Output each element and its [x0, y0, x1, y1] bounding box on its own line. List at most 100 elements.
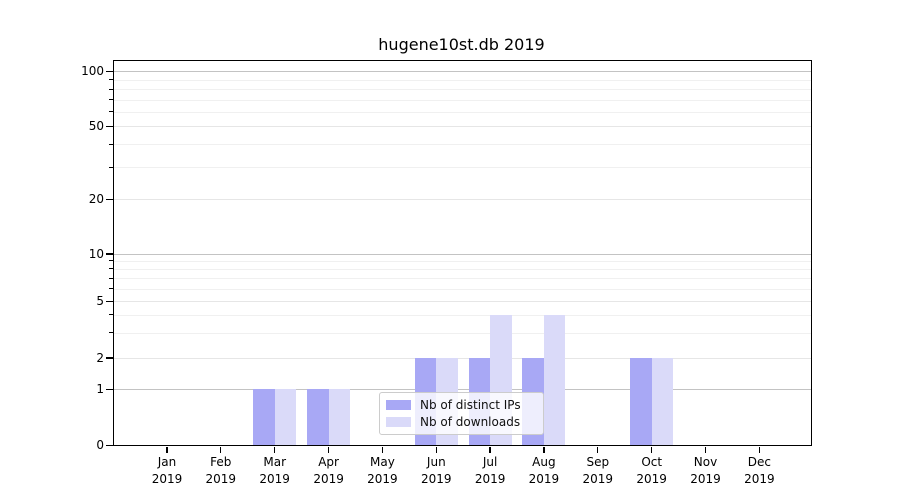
x-tick	[220, 446, 222, 453]
y-tick-label: 10	[88, 246, 104, 261]
x-tick-month: Sep	[586, 455, 610, 469]
y-minor-tick	[109, 277, 113, 279]
x-tick-label: Dec 2019	[731, 454, 787, 488]
x-tick-year: 2019	[259, 472, 290, 486]
x-tick-month: Nov	[693, 455, 718, 469]
gridline	[114, 126, 811, 128]
y-tick-label: 2	[96, 350, 104, 365]
y-tick-label: 1	[96, 382, 104, 397]
gridline	[114, 253, 811, 255]
x-tick	[381, 446, 384, 453]
x-tick	[435, 446, 437, 453]
x-tick	[758, 446, 760, 453]
legend-label: Nb of distinct IPs	[420, 398, 521, 412]
y-minor-tick	[109, 314, 113, 316]
x-tick-label: Mar 2019	[247, 454, 303, 488]
x-tick-year: 2019	[367, 472, 398, 486]
x-tick-month: Feb	[210, 455, 232, 469]
x-tick-month: Oct	[641, 455, 663, 469]
legend-row: Nb of downloads	[386, 415, 535, 429]
y-tick-label: 50	[88, 119, 104, 134]
x-tick-label: Nov 2019	[678, 454, 734, 488]
y-minor-tick	[109, 79, 113, 81]
y-tick-label: 5	[96, 294, 104, 308]
gridline	[114, 99, 811, 101]
y-tick-label: 100	[81, 64, 104, 79]
x-tick-year: 2019	[744, 472, 775, 486]
gridline	[114, 260, 811, 262]
plot-area: 0 1 2 5 10 20 50 100 Jan 2019 Feb 2019 Mar 2019 Apr 201…	[81, 60, 812, 486]
x-tick-month: Jan	[157, 455, 177, 469]
x-tick-label: Jun 2019	[408, 454, 464, 488]
y-tick	[106, 444, 113, 446]
y-minor-tick	[109, 143, 113, 145]
x-tick-month: Mar	[263, 455, 286, 469]
x-tick-month: Dec	[747, 455, 771, 469]
y-tick	[106, 125, 113, 128]
x-tick-year: 2019	[528, 472, 560, 486]
bar-distinct-ips	[253, 389, 275, 445]
bar-distinct-ips	[630, 357, 652, 445]
y-tick	[106, 70, 113, 73]
x-tick-year: 2019	[690, 472, 721, 486]
x-tick-label: Sep 2019	[570, 454, 626, 488]
y-tick-label: 0	[96, 438, 104, 452]
gridline	[114, 167, 811, 168]
gridline	[114, 268, 811, 270]
y-minor-tick	[109, 288, 113, 290]
x-tick-month: Aug	[532, 455, 556, 469]
x-tick-year: 2019	[474, 472, 506, 486]
x-tick-year: 2019	[151, 472, 183, 486]
x-tick-year: 2019	[421, 472, 452, 486]
x-tick-label: Apr 2019	[301, 454, 357, 488]
y-tick	[106, 357, 113, 359]
x-tick	[704, 446, 707, 453]
y-tick	[106, 300, 113, 302]
x-tick-year: 2019	[313, 472, 344, 486]
y-tick	[106, 388, 113, 391]
bar-downloads	[543, 314, 566, 445]
x-tick-year: 2019	[205, 472, 237, 486]
gridline	[114, 89, 811, 90]
gridline	[114, 314, 811, 316]
x-tick	[274, 446, 276, 453]
legend-swatch-distinct-ips	[386, 400, 411, 410]
x-tick	[597, 446, 599, 453]
gridline	[114, 301, 811, 302]
gridline	[114, 71, 811, 73]
bar-downloads	[651, 357, 674, 445]
x-tick	[543, 446, 545, 453]
gridline	[114, 389, 811, 391]
x-tick-month: May	[369, 455, 395, 469]
x-tick-label: Oct 2019	[624, 454, 680, 488]
legend-row: Nb of distinct IPs	[386, 398, 535, 412]
x-tick	[651, 446, 653, 453]
bar-distinct-ips	[307, 389, 329, 445]
x-tick-month: Jun	[426, 455, 446, 469]
bar-downloads	[328, 389, 351, 445]
gridline	[114, 79, 811, 81]
x-tick-label: Aug 2019	[516, 454, 572, 488]
x-tick	[489, 446, 491, 453]
legend: Nb of distinct IPs Nb of downloads	[379, 392, 544, 435]
gridline	[114, 199, 811, 201]
y-minor-tick	[109, 260, 113, 262]
gridline	[114, 278, 811, 279]
x-tick-month: Jul	[482, 455, 498, 469]
gridline	[114, 144, 811, 146]
y-minor-tick	[109, 99, 113, 101]
gridline	[114, 357, 811, 359]
y-tick	[106, 253, 113, 255]
gridline	[114, 111, 811, 113]
x-tick-year: 2019	[582, 472, 614, 486]
y-minor-tick	[109, 268, 113, 270]
y-minor-tick	[109, 111, 113, 113]
y-minor-tick	[109, 166, 113, 168]
legend-label: Nb of downloads	[420, 415, 521, 429]
x-tick-year: 2019	[636, 472, 667, 486]
bar-downloads	[274, 389, 297, 445]
y-minor-tick	[109, 332, 113, 334]
gridline	[114, 288, 811, 290]
x-tick-label: Jan 2019	[139, 454, 195, 488]
